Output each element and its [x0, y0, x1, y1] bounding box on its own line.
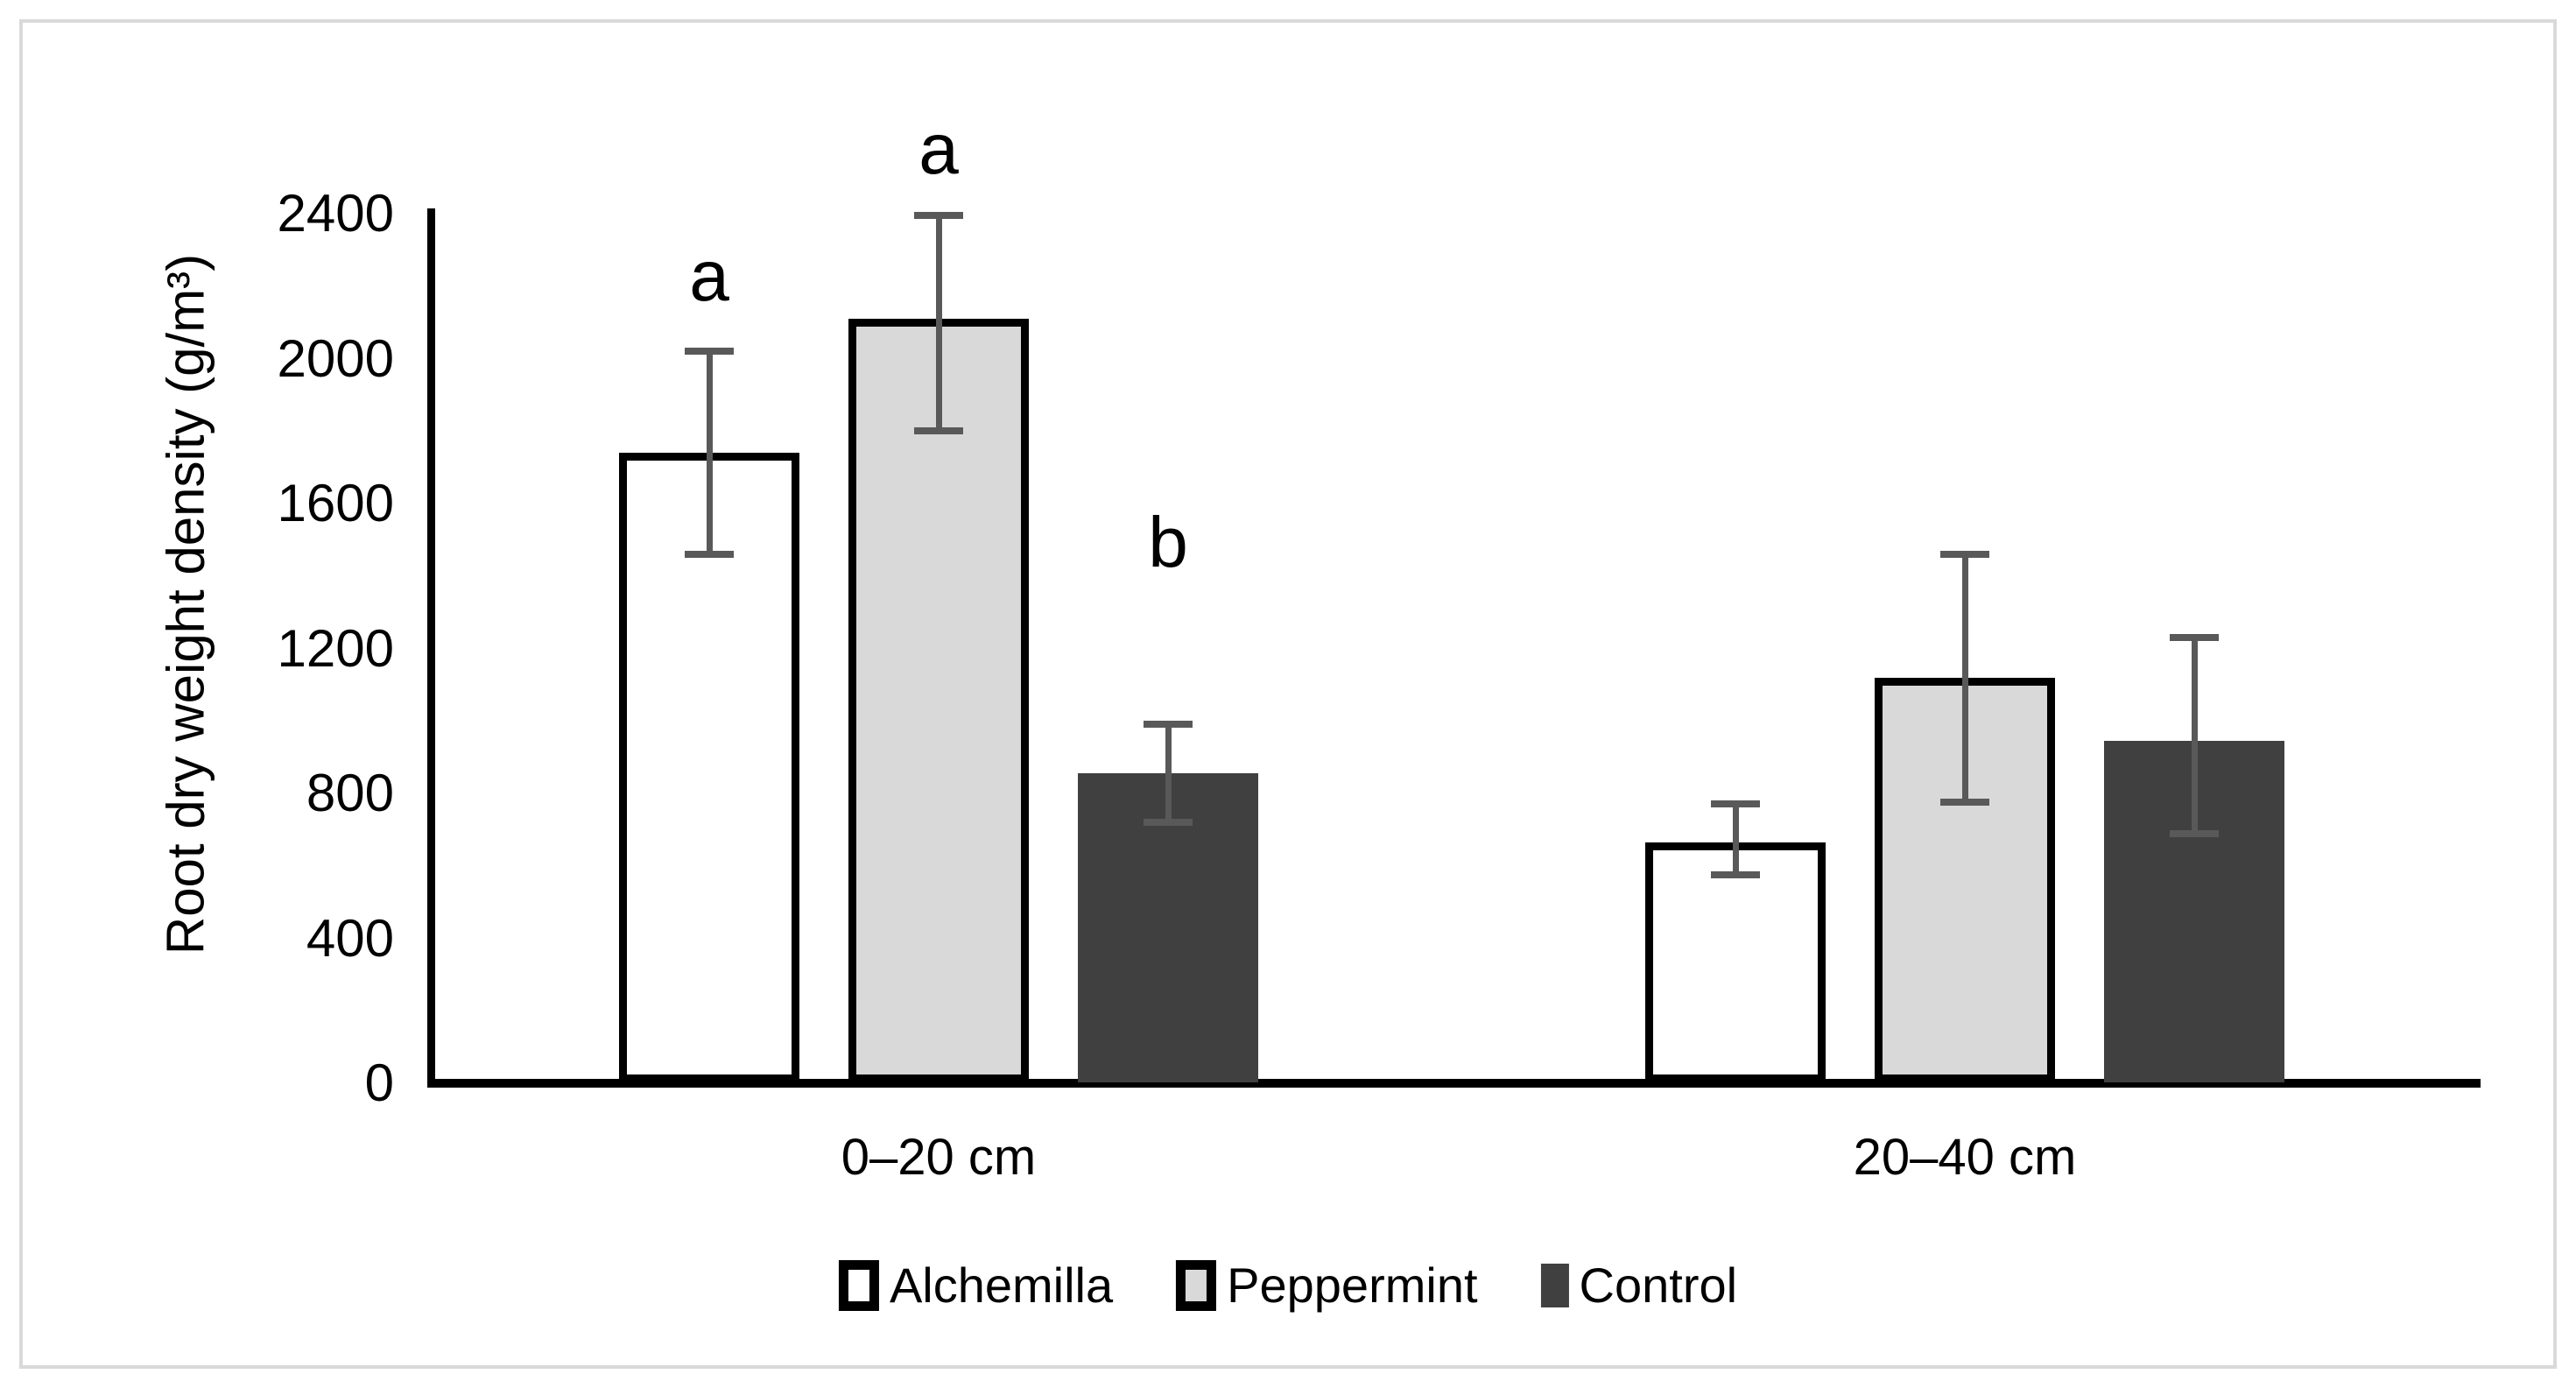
legend-item-alchemilla: Alchemilla — [838, 1258, 1114, 1313]
y-tick-label: 2400 — [277, 184, 394, 243]
x-axis-line — [427, 1079, 2481, 1088]
legend-marker-control — [1540, 1264, 1569, 1307]
error-bar-line — [1165, 724, 1172, 823]
error-bar-cap — [1144, 721, 1193, 729]
bar-alchemilla-0–20cm — [619, 453, 799, 1082]
y-tick-label: 800 — [306, 764, 394, 822]
y-tick-label: 1600 — [277, 474, 394, 532]
y-tick-label: 1200 — [277, 618, 394, 678]
error-bar-cap — [914, 427, 963, 435]
significance-letter: a — [689, 236, 729, 317]
error-bar-cap — [1144, 819, 1193, 827]
y-tick-label: 400 — [306, 908, 394, 968]
error-bar-cap — [1711, 800, 1760, 808]
legend-item-peppermint: Peppermint — [1176, 1258, 1478, 1313]
legend: Alchemilla Peppermint Control — [838, 1258, 1738, 1313]
x-category-label: 0–20 cm — [841, 1129, 1037, 1186]
error-bar-cap — [1940, 550, 1989, 558]
error-bar-cap — [1940, 799, 1989, 807]
legend-marker-alchemilla — [838, 1260, 879, 1311]
x-category-label: 20–40 cm — [1853, 1129, 2077, 1186]
error-bar-line — [1961, 553, 1968, 803]
legend-label: Peppermint — [1227, 1258, 1478, 1313]
error-bar-cap — [685, 550, 734, 558]
error-bar-line — [1732, 804, 1739, 876]
y-tick-label: 2000 — [277, 328, 394, 388]
error-bar-cap — [2170, 829, 2219, 837]
legend-marker-peppermint — [1176, 1260, 1217, 1311]
legend-label: Control — [1579, 1258, 1738, 1313]
legend-item-control: Control — [1540, 1258, 1738, 1313]
error-bar-cap — [2170, 634, 2219, 642]
significance-letter: b — [1148, 503, 1188, 583]
y-axis-line — [427, 208, 435, 1088]
legend-label: Alchemilla — [889, 1258, 1114, 1313]
error-bar-line — [706, 351, 713, 554]
error-bar-cap — [914, 212, 963, 220]
significance-letter: a — [918, 109, 959, 190]
error-bar-cap — [685, 348, 734, 356]
bar-alchemilla-20–40cm — [1645, 842, 1826, 1082]
error-bar-cap — [1711, 871, 1760, 879]
error-bar-line — [2191, 638, 2198, 834]
y-tick-label: 0 — [364, 1053, 394, 1112]
error-bar-line — [935, 215, 942, 432]
